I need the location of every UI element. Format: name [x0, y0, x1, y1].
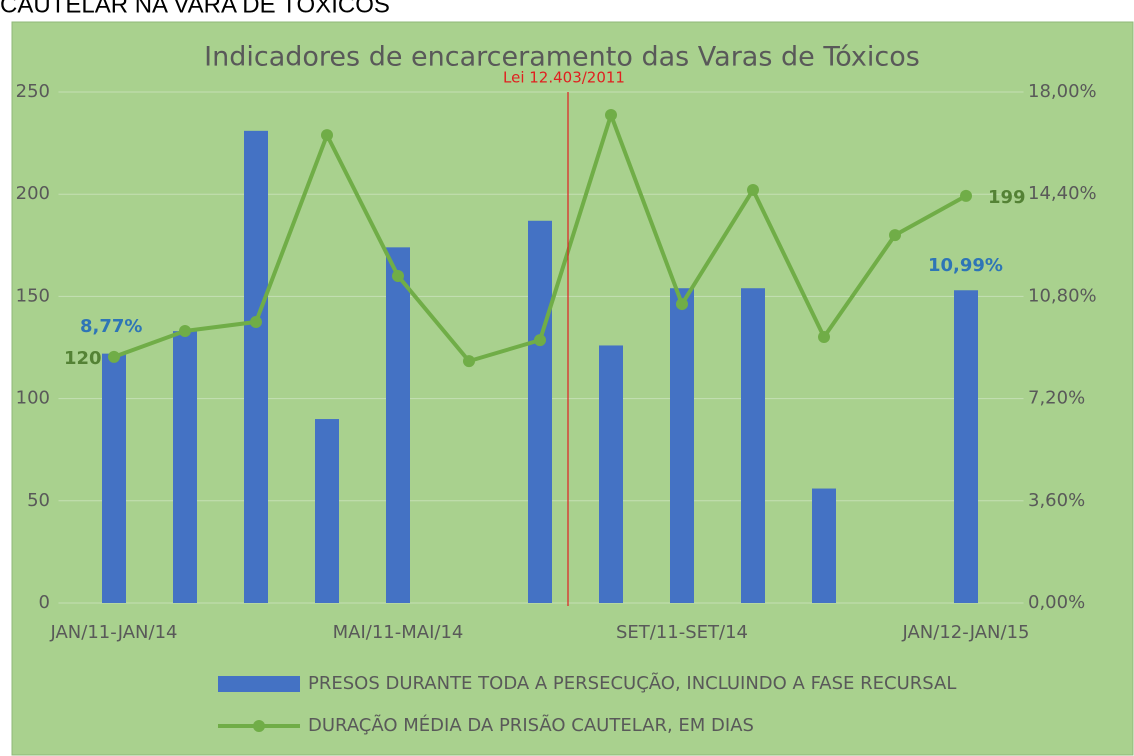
y2-tick-label: 18,00%	[1028, 81, 1097, 102]
bar	[670, 288, 694, 603]
bar	[102, 353, 126, 603]
y2-tick-label: 7,20%	[1028, 388, 1085, 409]
legend-marker	[253, 720, 265, 732]
grid	[58, 91, 1024, 604]
bar	[954, 290, 978, 603]
y-tick-label: 250	[16, 81, 50, 102]
legend-label: PRESOS DURANTE TODA A PERSECUÇÃO, INCLUI…	[308, 672, 956, 694]
bar	[244, 130, 268, 603]
bar	[599, 345, 623, 603]
bar	[315, 419, 339, 603]
annotation: 120	[64, 348, 102, 369]
legend-label: DURAÇÃO MÉDIA DA PRISÃO CAUTELAR, EM DIA…	[308, 714, 754, 736]
y-tick-label: 100	[16, 388, 50, 409]
y2-tick-label: 0,00%	[1028, 592, 1085, 613]
bar	[812, 488, 836, 603]
line-marker	[818, 330, 830, 343]
page-header: CAUTELAR NA VARA DE TÓXICOS	[0, 0, 390, 18]
line-marker	[250, 315, 262, 328]
line-marker	[463, 355, 475, 368]
bar	[173, 331, 197, 603]
bar	[386, 247, 410, 603]
annotation: 10,99%	[928, 255, 1003, 276]
bar	[528, 220, 552, 603]
y-tick-label: 200	[16, 183, 50, 204]
y-tick-label: 150	[16, 285, 50, 306]
y2-tick-label: 14,40%	[1028, 183, 1097, 204]
line-marker	[534, 334, 546, 347]
y-tick-label: 50	[27, 490, 50, 511]
y2-tick-label: 3,60%	[1028, 490, 1085, 511]
y-tick-label: 0	[39, 592, 50, 613]
x-tick-label: JAN/12-JAN/15	[902, 622, 1030, 643]
x-tick-label: MAI/11-MAI/14	[333, 622, 464, 643]
x-tick-label: SET/11-SET/14	[616, 622, 748, 643]
line-marker	[392, 269, 404, 282]
annotation: 8,77%	[80, 316, 142, 337]
chart-background	[11, 21, 1134, 756]
line-marker	[889, 229, 901, 242]
line-marker	[179, 325, 191, 338]
x-tick-label: JAN/11-JAN/14	[50, 622, 178, 643]
line-marker	[605, 108, 617, 121]
chart-title: Indicadores de encarceramento das Varas …	[204, 42, 920, 73]
line-marker	[108, 350, 120, 363]
line-marker	[676, 298, 688, 311]
y2-tick-label: 10,80%	[1028, 285, 1097, 306]
line-marker	[321, 129, 333, 142]
annotation: Lei 12.403/2011	[503, 69, 625, 87]
line-marker	[747, 183, 759, 196]
annotation: 199	[988, 187, 1026, 208]
legend-swatch	[218, 676, 300, 692]
line-marker	[960, 189, 972, 202]
bar	[741, 288, 765, 603]
